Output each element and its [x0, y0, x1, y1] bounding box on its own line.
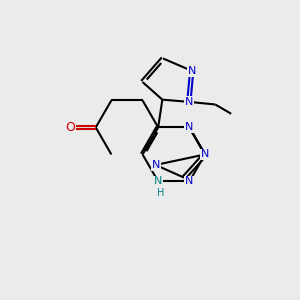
- Text: H: H: [157, 188, 164, 198]
- Text: N: N: [185, 97, 193, 107]
- Text: N: N: [185, 176, 194, 187]
- Text: N: N: [185, 122, 194, 132]
- Text: N: N: [201, 149, 209, 160]
- Text: N: N: [188, 66, 196, 76]
- Text: N: N: [152, 160, 160, 170]
- Text: N: N: [154, 176, 162, 187]
- Text: O: O: [66, 121, 75, 134]
